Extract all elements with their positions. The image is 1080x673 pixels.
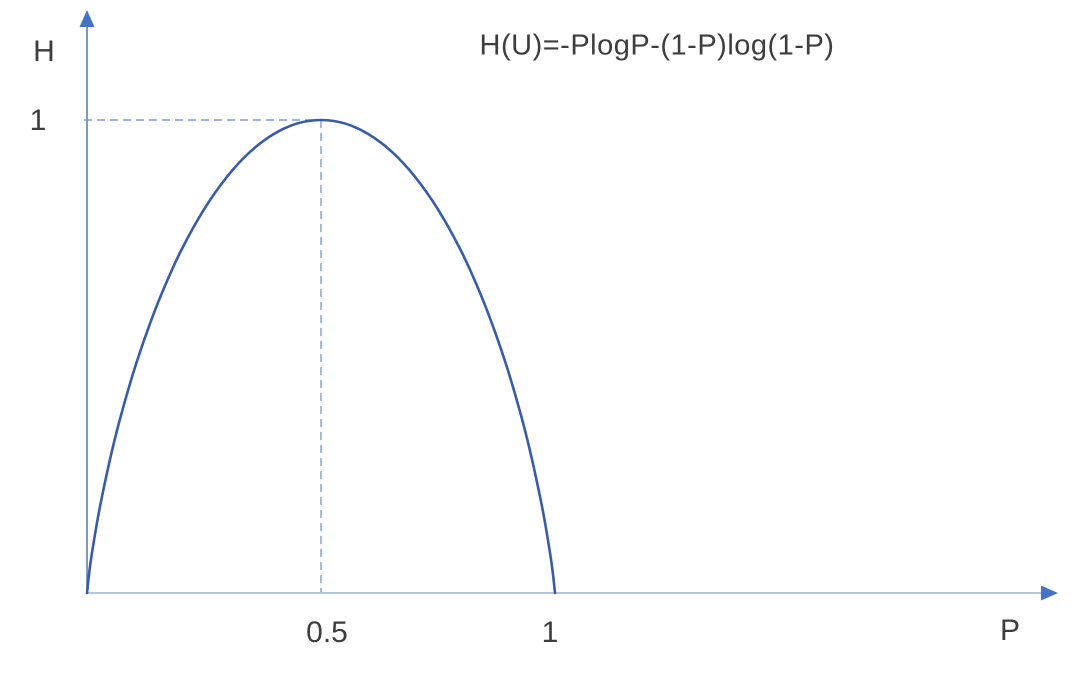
y-axis-tick-label-1: 1 <box>29 104 47 137</box>
x-axis-title: P <box>999 614 1021 647</box>
x-axis-tick-label-1: 1 <box>541 616 559 649</box>
x-axis-tick-label-0p5: 0.5 <box>306 616 348 649</box>
chart-title-formula: H(U)=-PlogP-(1-P)log(1-P) <box>479 29 835 62</box>
entropy-curve <box>85 118 557 595</box>
y-axis-title: H <box>33 35 55 68</box>
y-axis-arrow-icon <box>79 10 95 27</box>
x-axis-arrow-icon <box>1041 585 1058 601</box>
